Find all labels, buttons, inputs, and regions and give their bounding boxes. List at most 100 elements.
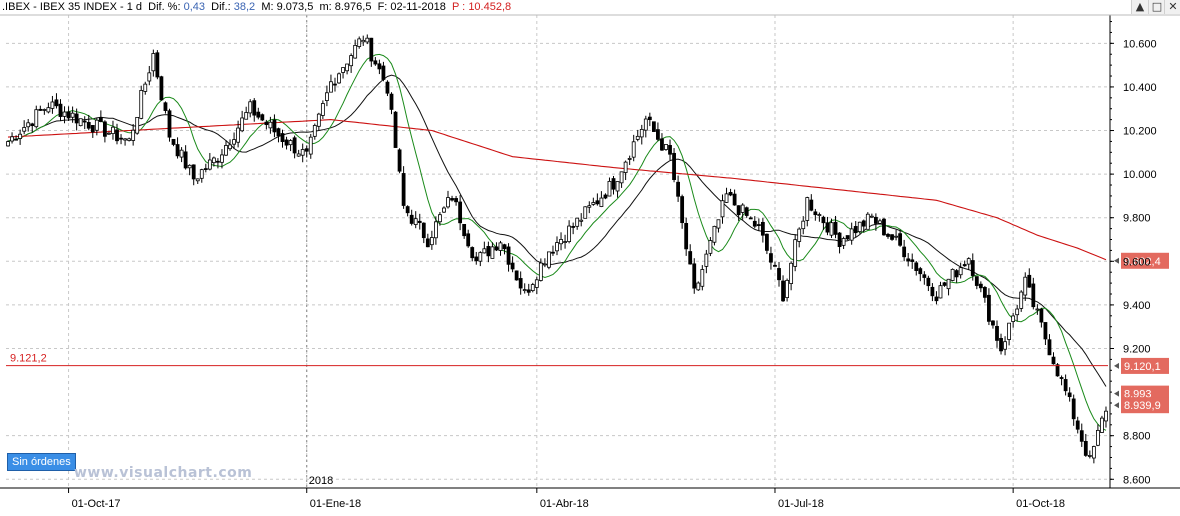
x-tick-label: 01-Oct-18 bbox=[1016, 498, 1065, 510]
candle-body bbox=[643, 118, 648, 131]
candle-body bbox=[821, 216, 826, 224]
candle-body bbox=[995, 325, 999, 341]
candle-body bbox=[797, 228, 802, 242]
p-label: P : bbox=[451, 1, 466, 13]
candle-body bbox=[94, 119, 99, 131]
candle-body bbox=[571, 226, 576, 228]
maximize-button[interactable]: □ bbox=[1148, 0, 1165, 14]
candle-body bbox=[14, 138, 18, 141]
candle-body bbox=[107, 132, 111, 135]
candle-body bbox=[918, 268, 923, 275]
candle-body bbox=[349, 55, 354, 67]
price-tag bbox=[1121, 397, 1169, 414]
candle-body bbox=[1039, 308, 1044, 323]
scroll-up-button[interactable]: ▲ bbox=[1131, 0, 1148, 14]
candle-body bbox=[458, 201, 463, 224]
candle-body bbox=[252, 100, 257, 116]
candle-body bbox=[179, 149, 184, 158]
candle-body bbox=[853, 226, 858, 234]
candle-body bbox=[123, 138, 127, 141]
candle-body bbox=[728, 192, 733, 196]
candle-body bbox=[462, 223, 467, 237]
candle-body bbox=[1011, 315, 1016, 322]
candle-body bbox=[857, 221, 862, 233]
candle-body bbox=[1019, 291, 1024, 309]
candle-body bbox=[615, 181, 620, 192]
price-tag bbox=[1121, 357, 1169, 374]
candle-body bbox=[1104, 410, 1108, 422]
candle-body bbox=[809, 199, 814, 211]
orders-status-badge[interactable]: Sin órdenes bbox=[7, 453, 76, 471]
candle-body bbox=[425, 238, 430, 248]
candle-body bbox=[308, 136, 313, 155]
candle-body bbox=[86, 122, 91, 129]
candle-body bbox=[248, 101, 253, 114]
candle-body bbox=[1015, 308, 1020, 316]
candle-body bbox=[10, 136, 14, 142]
candle-body bbox=[353, 45, 358, 59]
candle-body bbox=[829, 222, 834, 236]
candle-body bbox=[216, 160, 220, 163]
candle-body bbox=[878, 220, 882, 224]
candle-body bbox=[470, 247, 475, 259]
candle-body bbox=[256, 111, 261, 118]
candle-body bbox=[1063, 379, 1068, 392]
candle-body bbox=[1031, 283, 1036, 308]
candle-body bbox=[111, 126, 115, 134]
candle-body bbox=[70, 112, 75, 118]
candle-body bbox=[486, 246, 491, 257]
dif-value: 38,2 bbox=[233, 1, 256, 13]
candle-body bbox=[442, 207, 446, 213]
candle-body bbox=[361, 39, 366, 43]
candle-body bbox=[6, 141, 10, 147]
candle-body bbox=[1051, 356, 1056, 365]
candle-body bbox=[454, 198, 458, 203]
candle-body bbox=[393, 111, 398, 148]
candle-body bbox=[611, 178, 616, 190]
candles bbox=[6, 34, 1108, 464]
candle-body bbox=[534, 279, 539, 288]
price-tag-arrow bbox=[1114, 362, 1119, 369]
candle-body bbox=[575, 217, 580, 227]
candle-body bbox=[421, 222, 426, 239]
candle-body bbox=[115, 129, 119, 142]
candle-body bbox=[62, 111, 67, 117]
y-tick-label: 9.200 bbox=[1123, 343, 1151, 355]
candle-body bbox=[841, 238, 846, 246]
candle-body bbox=[1027, 274, 1032, 288]
date-value: 02-11-2018 bbox=[390, 1, 446, 13]
y-tick-label: 9.600 bbox=[1123, 256, 1151, 268]
candle-body bbox=[906, 258, 911, 262]
candle-body bbox=[377, 63, 382, 70]
candle-body bbox=[466, 233, 471, 247]
year-label: 2018 bbox=[309, 475, 333, 487]
x-tick-label: 01-Abr-18 bbox=[540, 498, 589, 510]
candle-body bbox=[744, 207, 749, 216]
candle-body bbox=[191, 164, 196, 180]
moving-average-fast bbox=[7, 53, 1107, 431]
x-tick-label: 01-Ene-18 bbox=[310, 498, 361, 510]
candle-body bbox=[50, 101, 55, 109]
candle-body bbox=[357, 38, 362, 47]
candle-body bbox=[579, 219, 584, 222]
candle-body bbox=[66, 111, 71, 119]
candle-body bbox=[882, 218, 886, 236]
candle-body bbox=[930, 286, 935, 297]
candle-body bbox=[175, 144, 180, 157]
candle-body bbox=[417, 220, 422, 223]
close-button[interactable]: ✕ bbox=[1164, 0, 1180, 14]
y-tick-label: 9.400 bbox=[1123, 300, 1151, 312]
candle-body bbox=[720, 200, 725, 218]
candle-body bbox=[595, 200, 600, 205]
p-value: 10.452,8 bbox=[468, 1, 512, 13]
y-tick-label: 10.600 bbox=[1123, 38, 1157, 50]
candle-body bbox=[1087, 455, 1092, 457]
candle-body bbox=[688, 251, 693, 265]
price-tag-label: 8.939,9 bbox=[1124, 400, 1161, 412]
candle-body bbox=[910, 259, 915, 262]
price-tag-arrow bbox=[1114, 257, 1119, 264]
moving-averages bbox=[7, 53, 1107, 431]
